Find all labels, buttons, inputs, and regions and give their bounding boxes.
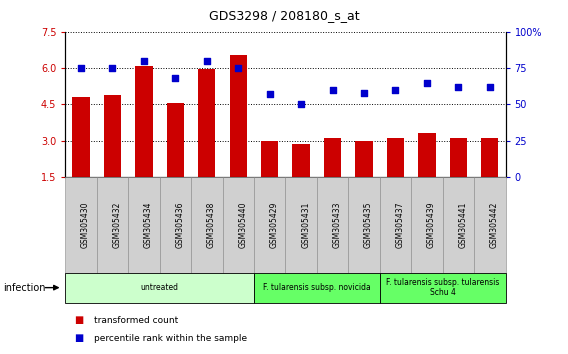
Text: GSM305439: GSM305439 — [427, 201, 436, 248]
Text: GSM305436: GSM305436 — [176, 201, 185, 248]
Point — [265, 91, 274, 97]
Bar — [198, 69, 215, 177]
Text: GSM305431: GSM305431 — [301, 201, 310, 248]
Text: GSM305441: GSM305441 — [458, 201, 467, 248]
Bar — [324, 138, 341, 177]
Bar — [293, 144, 310, 177]
Bar — [167, 103, 184, 177]
Point — [108, 65, 117, 71]
Text: transformed count: transformed count — [94, 316, 178, 325]
Text: GSM305435: GSM305435 — [364, 201, 373, 248]
Bar — [229, 55, 247, 177]
Text: F. tularensis subsp. novicida: F. tularensis subsp. novicida — [263, 283, 371, 292]
Bar — [387, 138, 404, 177]
Point — [423, 80, 432, 85]
Text: GSM305440: GSM305440 — [238, 201, 247, 248]
Point — [202, 58, 211, 64]
Point — [77, 65, 86, 71]
Text: GSM305430: GSM305430 — [81, 201, 90, 248]
Text: GDS3298 / 208180_s_at: GDS3298 / 208180_s_at — [208, 9, 360, 22]
Bar — [261, 141, 278, 177]
Text: ■: ■ — [74, 333, 83, 343]
Bar — [481, 138, 499, 177]
Point — [233, 65, 243, 71]
Text: GSM305429: GSM305429 — [270, 201, 279, 248]
Point — [454, 84, 463, 90]
Text: untreated: untreated — [141, 283, 179, 292]
Text: GSM305433: GSM305433 — [333, 201, 341, 248]
Text: GSM305437: GSM305437 — [395, 201, 404, 248]
Point — [296, 102, 306, 107]
Text: GSM305432: GSM305432 — [112, 201, 122, 248]
Text: percentile rank within the sample: percentile rank within the sample — [94, 333, 247, 343]
Point — [328, 87, 337, 93]
Bar — [104, 95, 121, 177]
Point — [360, 90, 369, 96]
Text: ■: ■ — [74, 315, 83, 325]
Bar — [450, 138, 467, 177]
Text: GSM305434: GSM305434 — [144, 201, 153, 248]
Bar — [72, 97, 90, 177]
Bar — [356, 141, 373, 177]
Text: F. tularensis subsp. tularensis
Schu 4: F. tularensis subsp. tularensis Schu 4 — [386, 278, 499, 297]
Point — [391, 87, 400, 93]
Text: infection: infection — [3, 282, 45, 293]
Text: GSM305442: GSM305442 — [490, 201, 499, 248]
Point — [139, 58, 148, 64]
Bar — [135, 66, 153, 177]
Text: GSM305438: GSM305438 — [207, 201, 216, 248]
Point — [171, 75, 180, 81]
Bar — [418, 133, 436, 177]
Point — [485, 84, 494, 90]
